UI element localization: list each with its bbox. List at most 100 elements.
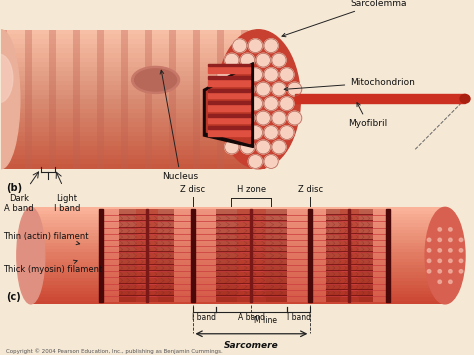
Ellipse shape (240, 140, 255, 154)
Ellipse shape (438, 259, 441, 263)
Bar (31, 226, 445, 230)
Ellipse shape (272, 53, 286, 67)
Bar (1, 76, 265, 81)
Ellipse shape (425, 207, 465, 304)
Bar (31, 278, 445, 281)
Bar (31, 285, 445, 288)
Bar (1, 71, 265, 76)
Bar (326, 209, 373, 302)
Bar (31, 252, 445, 256)
Ellipse shape (460, 94, 470, 103)
Ellipse shape (459, 259, 463, 263)
Bar (31, 207, 445, 211)
Bar (31, 217, 445, 220)
Text: A band: A band (238, 313, 265, 322)
Text: (b): (b) (6, 183, 22, 193)
Bar (209, 130, 250, 136)
Bar (1, 85, 265, 90)
Bar (31, 297, 445, 301)
Bar (348, 209, 350, 302)
Bar (193, 30, 200, 169)
Ellipse shape (256, 140, 270, 154)
Bar (97, 30, 104, 169)
Bar (1, 159, 265, 164)
Bar (209, 64, 250, 66)
Bar (31, 291, 445, 294)
Bar (340, 209, 358, 302)
Ellipse shape (17, 207, 45, 304)
Ellipse shape (264, 126, 278, 140)
Ellipse shape (240, 82, 255, 96)
Bar (31, 294, 445, 297)
Bar (1, 113, 265, 118)
Bar (31, 223, 445, 226)
Ellipse shape (280, 97, 294, 110)
Bar (31, 243, 445, 246)
Bar (31, 259, 445, 262)
Text: Copyright © 2004 Pearson Education, Inc., publishing as Benjamin Cummings.: Copyright © 2004 Pearson Education, Inc.… (6, 348, 223, 354)
Bar (1, 122, 265, 127)
Bar (100, 209, 119, 302)
Ellipse shape (272, 140, 286, 154)
Bar (1, 132, 265, 136)
Text: I band: I band (192, 313, 216, 322)
Text: Sarcomere: Sarcomere (224, 342, 279, 350)
Ellipse shape (217, 68, 231, 82)
Bar (209, 114, 250, 117)
Ellipse shape (248, 68, 263, 82)
Bar (1, 44, 265, 48)
Bar (1, 164, 265, 169)
Bar (31, 275, 445, 278)
Ellipse shape (428, 259, 431, 263)
Bar (1, 81, 265, 85)
Bar (1, 95, 265, 99)
Bar (31, 211, 445, 214)
Ellipse shape (428, 270, 431, 273)
Ellipse shape (438, 270, 441, 273)
Ellipse shape (448, 238, 452, 241)
Bar (1, 39, 265, 44)
Ellipse shape (240, 111, 255, 125)
Ellipse shape (459, 270, 463, 273)
Bar (119, 209, 174, 302)
Ellipse shape (428, 248, 431, 252)
Text: I band: I band (286, 313, 310, 322)
Bar (1, 118, 265, 122)
Bar (216, 209, 287, 302)
Ellipse shape (248, 126, 263, 140)
Ellipse shape (264, 68, 278, 82)
Text: M line: M line (255, 316, 277, 325)
Ellipse shape (280, 68, 294, 82)
Ellipse shape (0, 30, 20, 169)
Ellipse shape (132, 66, 180, 93)
Bar (169, 30, 176, 169)
Bar (1, 34, 265, 39)
Bar (209, 105, 250, 111)
Ellipse shape (233, 39, 247, 53)
Bar (1, 127, 265, 132)
Ellipse shape (280, 126, 294, 140)
Ellipse shape (225, 82, 239, 96)
Bar (1, 136, 265, 141)
Bar (73, 30, 80, 169)
Bar (237, 209, 265, 302)
Bar (1, 141, 265, 146)
Bar (1, 58, 265, 62)
Text: Mitochondrion: Mitochondrion (284, 78, 415, 91)
Text: (c): (c) (6, 292, 20, 302)
Bar (1, 53, 265, 58)
Ellipse shape (448, 248, 452, 252)
Ellipse shape (248, 97, 263, 110)
Ellipse shape (264, 39, 278, 53)
Bar (373, 209, 388, 302)
Ellipse shape (225, 111, 239, 125)
Bar (31, 233, 445, 236)
Bar (31, 236, 445, 240)
Bar (31, 265, 445, 268)
Bar (209, 76, 250, 79)
Ellipse shape (233, 97, 247, 110)
Bar (145, 30, 152, 169)
Text: Dark
A band: Dark A band (4, 194, 34, 213)
Ellipse shape (272, 82, 286, 96)
Bar (1, 155, 265, 159)
